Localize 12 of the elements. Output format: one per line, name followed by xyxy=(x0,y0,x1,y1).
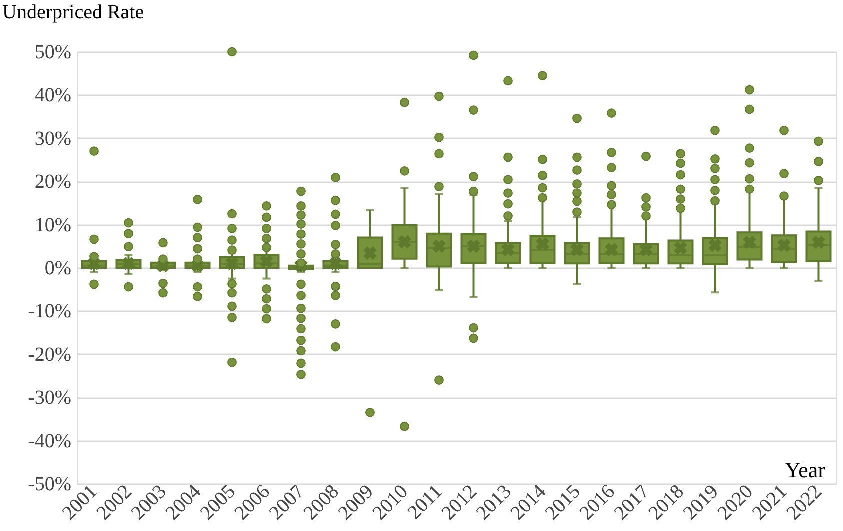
y-tick-label: -10% xyxy=(28,300,72,323)
y-tick-label: 20% xyxy=(34,171,72,194)
y-tick-label: 50% xyxy=(34,42,72,64)
y-tick-label: 40% xyxy=(34,84,72,107)
y-axis-title: Underpriced Rate xyxy=(2,2,144,24)
x-axis-title: Year xyxy=(784,458,826,482)
y-tick-label: 0% xyxy=(44,258,72,280)
y-tick-label: -40% xyxy=(28,430,72,452)
y-tick-label: 10% xyxy=(34,214,72,236)
y-tick-label: -30% xyxy=(28,387,72,410)
y-tick-label: -20% xyxy=(28,344,72,366)
y-tick-label: 30% xyxy=(34,128,72,150)
